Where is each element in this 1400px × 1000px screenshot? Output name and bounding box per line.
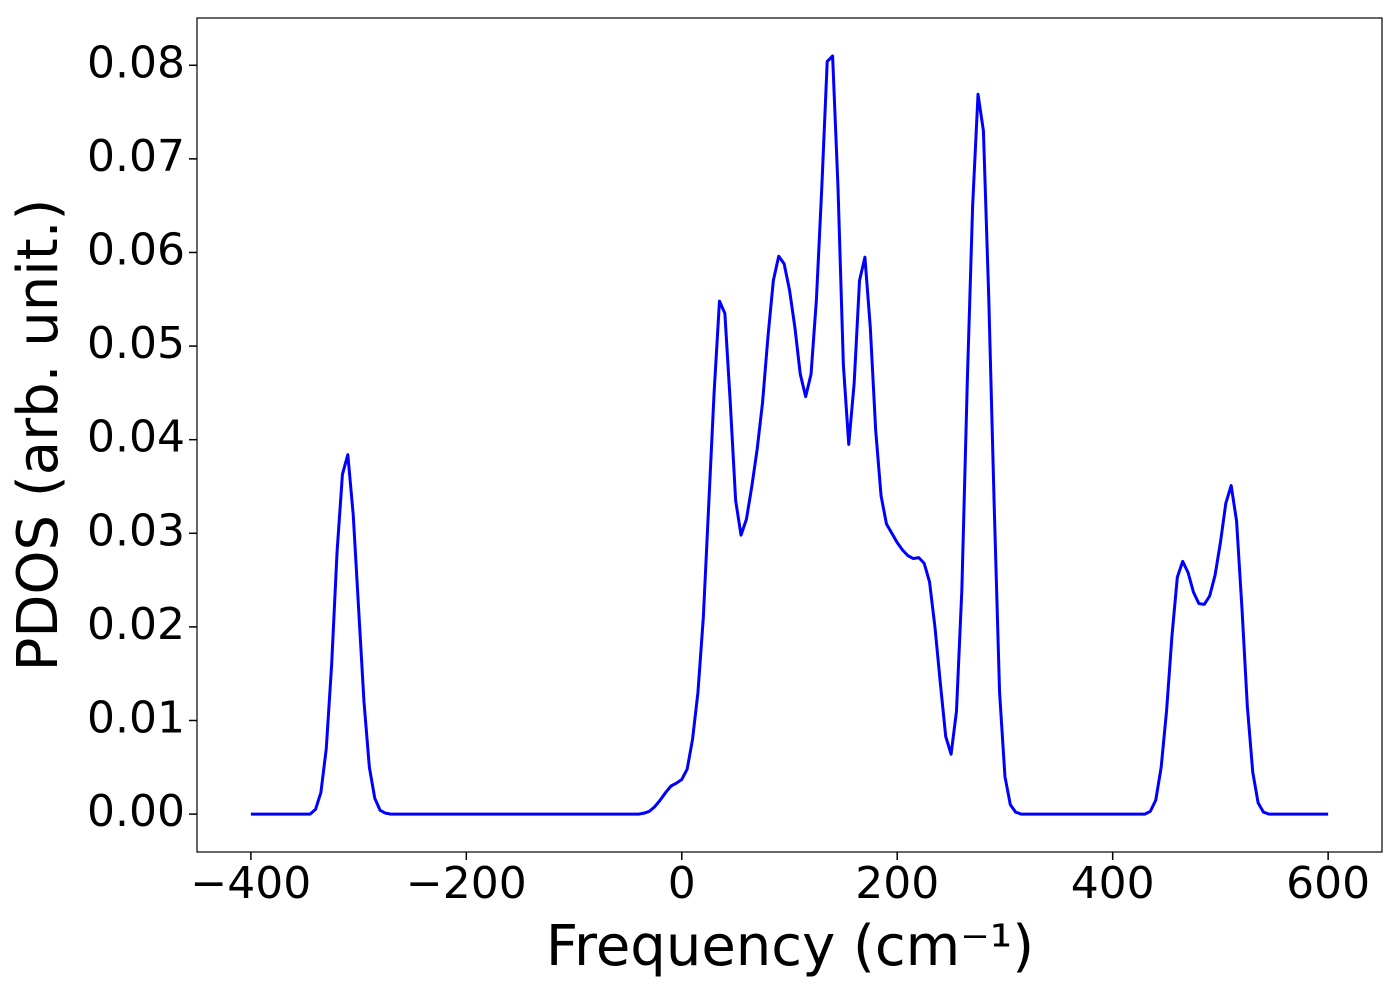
y-tick-label: 0.08 (87, 37, 185, 88)
x-tick-label: −200 (406, 858, 527, 909)
y-axis-label: PDOS (arb. unit.) (6, 199, 71, 672)
y-tick-label: 0.01 (87, 692, 185, 743)
x-tick-label: 600 (1286, 858, 1370, 909)
y-tick-label: 0.05 (87, 318, 185, 369)
y-tick-label: 0.00 (87, 786, 185, 837)
x-tick-label: 0 (668, 858, 696, 909)
data-line (250, 54, 1329, 816)
y-tick-label: 0.02 (87, 599, 185, 650)
x-tick-label: 200 (855, 858, 939, 909)
x-tick-label: 400 (1071, 858, 1155, 909)
x-tick-label: −400 (190, 858, 311, 909)
y-tick-label: 0.04 (87, 412, 185, 463)
y-tick-label: 0.06 (87, 224, 185, 275)
plot-frame (196, 17, 1383, 853)
y-tick-label: 0.07 (87, 131, 185, 182)
y-tick-label: 0.03 (87, 505, 185, 556)
x-axis-label: Frequency (cm⁻¹) (546, 914, 1034, 979)
